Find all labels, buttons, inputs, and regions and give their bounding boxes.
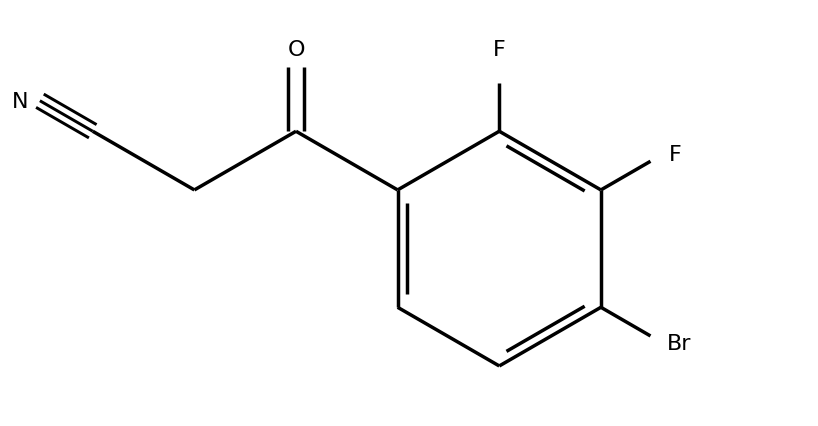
Text: F: F — [668, 145, 681, 165]
Text: Br: Br — [667, 334, 691, 353]
Text: N: N — [11, 92, 29, 112]
Text: F: F — [493, 40, 506, 60]
Text: O: O — [287, 40, 305, 60]
